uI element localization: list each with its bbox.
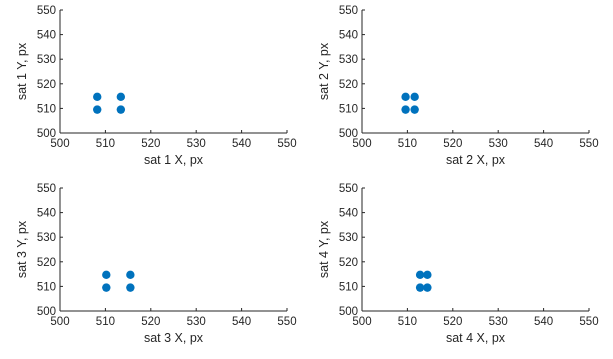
x-tick-label: 520 xyxy=(443,138,462,150)
y-tick-label: 530 xyxy=(339,232,358,244)
y-axis-label: sat 1 Y, px xyxy=(15,42,29,100)
subplot-3: 500 510 520 530 540 550 500 510 520 530 540 550 sat … xyxy=(15,183,297,345)
y-tick-label: 540 xyxy=(37,208,56,220)
x-axis-label: sat 4 X, px xyxy=(446,331,506,345)
y-tick-label: 550 xyxy=(37,183,56,195)
y-tick-label: 510 xyxy=(339,103,358,115)
x-tick-label: 550 xyxy=(579,316,598,328)
x-tick-label: 510 xyxy=(398,138,417,150)
x-tick-label: 530 xyxy=(489,316,508,328)
y-tick-label: 500 xyxy=(37,128,56,140)
data-point xyxy=(102,270,111,280)
subplot-1: 500 510 520 530 540 550 500 510 520 530 540 550 sat … xyxy=(15,5,297,167)
y-axis-label: sat 3 Y, px xyxy=(15,220,29,278)
data-point xyxy=(423,283,432,292)
data-point xyxy=(415,270,425,280)
x-tick-label: 550 xyxy=(277,316,296,328)
y-tick-label: 520 xyxy=(339,257,358,269)
x-tick-label: 550 xyxy=(579,138,598,150)
x-tick-label: 520 xyxy=(443,316,462,328)
data-point xyxy=(116,105,126,114)
x-tick-label: 530 xyxy=(187,138,206,150)
y-tick-label: 520 xyxy=(37,79,56,91)
x-tick-label: 520 xyxy=(141,316,160,328)
x-tick-label: 540 xyxy=(534,316,553,328)
y-axis-label: sat 4 Y, px xyxy=(317,220,331,278)
subplot-2: 500 510 520 530 540 550 500 510 520 530 540 550 sat … xyxy=(317,5,599,167)
x-tick-label: 510 xyxy=(96,316,115,328)
y-tick-label: 530 xyxy=(37,54,56,66)
x-tick-label: 500 xyxy=(50,316,69,328)
x-axis-label: sat 3 X, px xyxy=(144,331,204,345)
x-tick-label: 510 xyxy=(96,138,115,150)
data-point xyxy=(126,283,135,292)
y-tick-label: 540 xyxy=(339,208,358,220)
y-tick-label: 500 xyxy=(37,306,56,318)
data-point xyxy=(423,270,432,280)
data-point xyxy=(410,92,419,102)
y-tick-label: 500 xyxy=(339,306,358,318)
x-tick-label: 510 xyxy=(398,316,417,328)
x-axis-label: sat 1 X, px xyxy=(144,153,204,167)
x-tick-label: 530 xyxy=(489,138,508,150)
data-point xyxy=(415,283,425,292)
x-tick-label: 550 xyxy=(277,138,296,150)
y-tick-label: 530 xyxy=(339,54,358,66)
y-tick-label: 510 xyxy=(37,103,56,115)
x-tick-label: 540 xyxy=(232,316,251,328)
x-tick-label: 540 xyxy=(232,138,251,150)
y-tick-label: 500 xyxy=(339,128,358,140)
y-tick-label: 550 xyxy=(339,5,358,17)
x-tick-label: 500 xyxy=(50,138,69,150)
y-tick-label: 550 xyxy=(339,183,358,195)
data-point xyxy=(116,92,126,102)
data-point xyxy=(410,105,419,114)
data-point xyxy=(401,92,410,102)
y-tick-label: 510 xyxy=(37,281,56,293)
y-axis-label: sat 2 Y, px xyxy=(317,42,331,100)
data-point xyxy=(93,105,102,114)
x-tick-label: 500 xyxy=(352,138,371,150)
x-tick-label: 530 xyxy=(187,316,206,328)
y-tick-label: 550 xyxy=(37,5,56,17)
x-tick-label: 500 xyxy=(352,316,371,328)
data-point xyxy=(126,270,135,280)
subplot-4: 500 510 520 530 540 550 500 510 520 530 540 550 sat … xyxy=(317,183,599,345)
data-point xyxy=(93,92,102,102)
y-tick-label: 540 xyxy=(339,30,358,42)
data-point xyxy=(401,105,410,114)
data-point xyxy=(102,283,111,292)
x-axis-label: sat 2 X, px xyxy=(446,153,506,167)
y-tick-label: 530 xyxy=(37,232,56,244)
y-tick-label: 540 xyxy=(37,30,56,42)
x-tick-label: 540 xyxy=(534,138,553,150)
x-tick-label: 520 xyxy=(141,138,160,150)
y-tick-label: 520 xyxy=(37,257,56,269)
y-tick-label: 510 xyxy=(339,281,358,293)
y-tick-label: 520 xyxy=(339,79,358,91)
